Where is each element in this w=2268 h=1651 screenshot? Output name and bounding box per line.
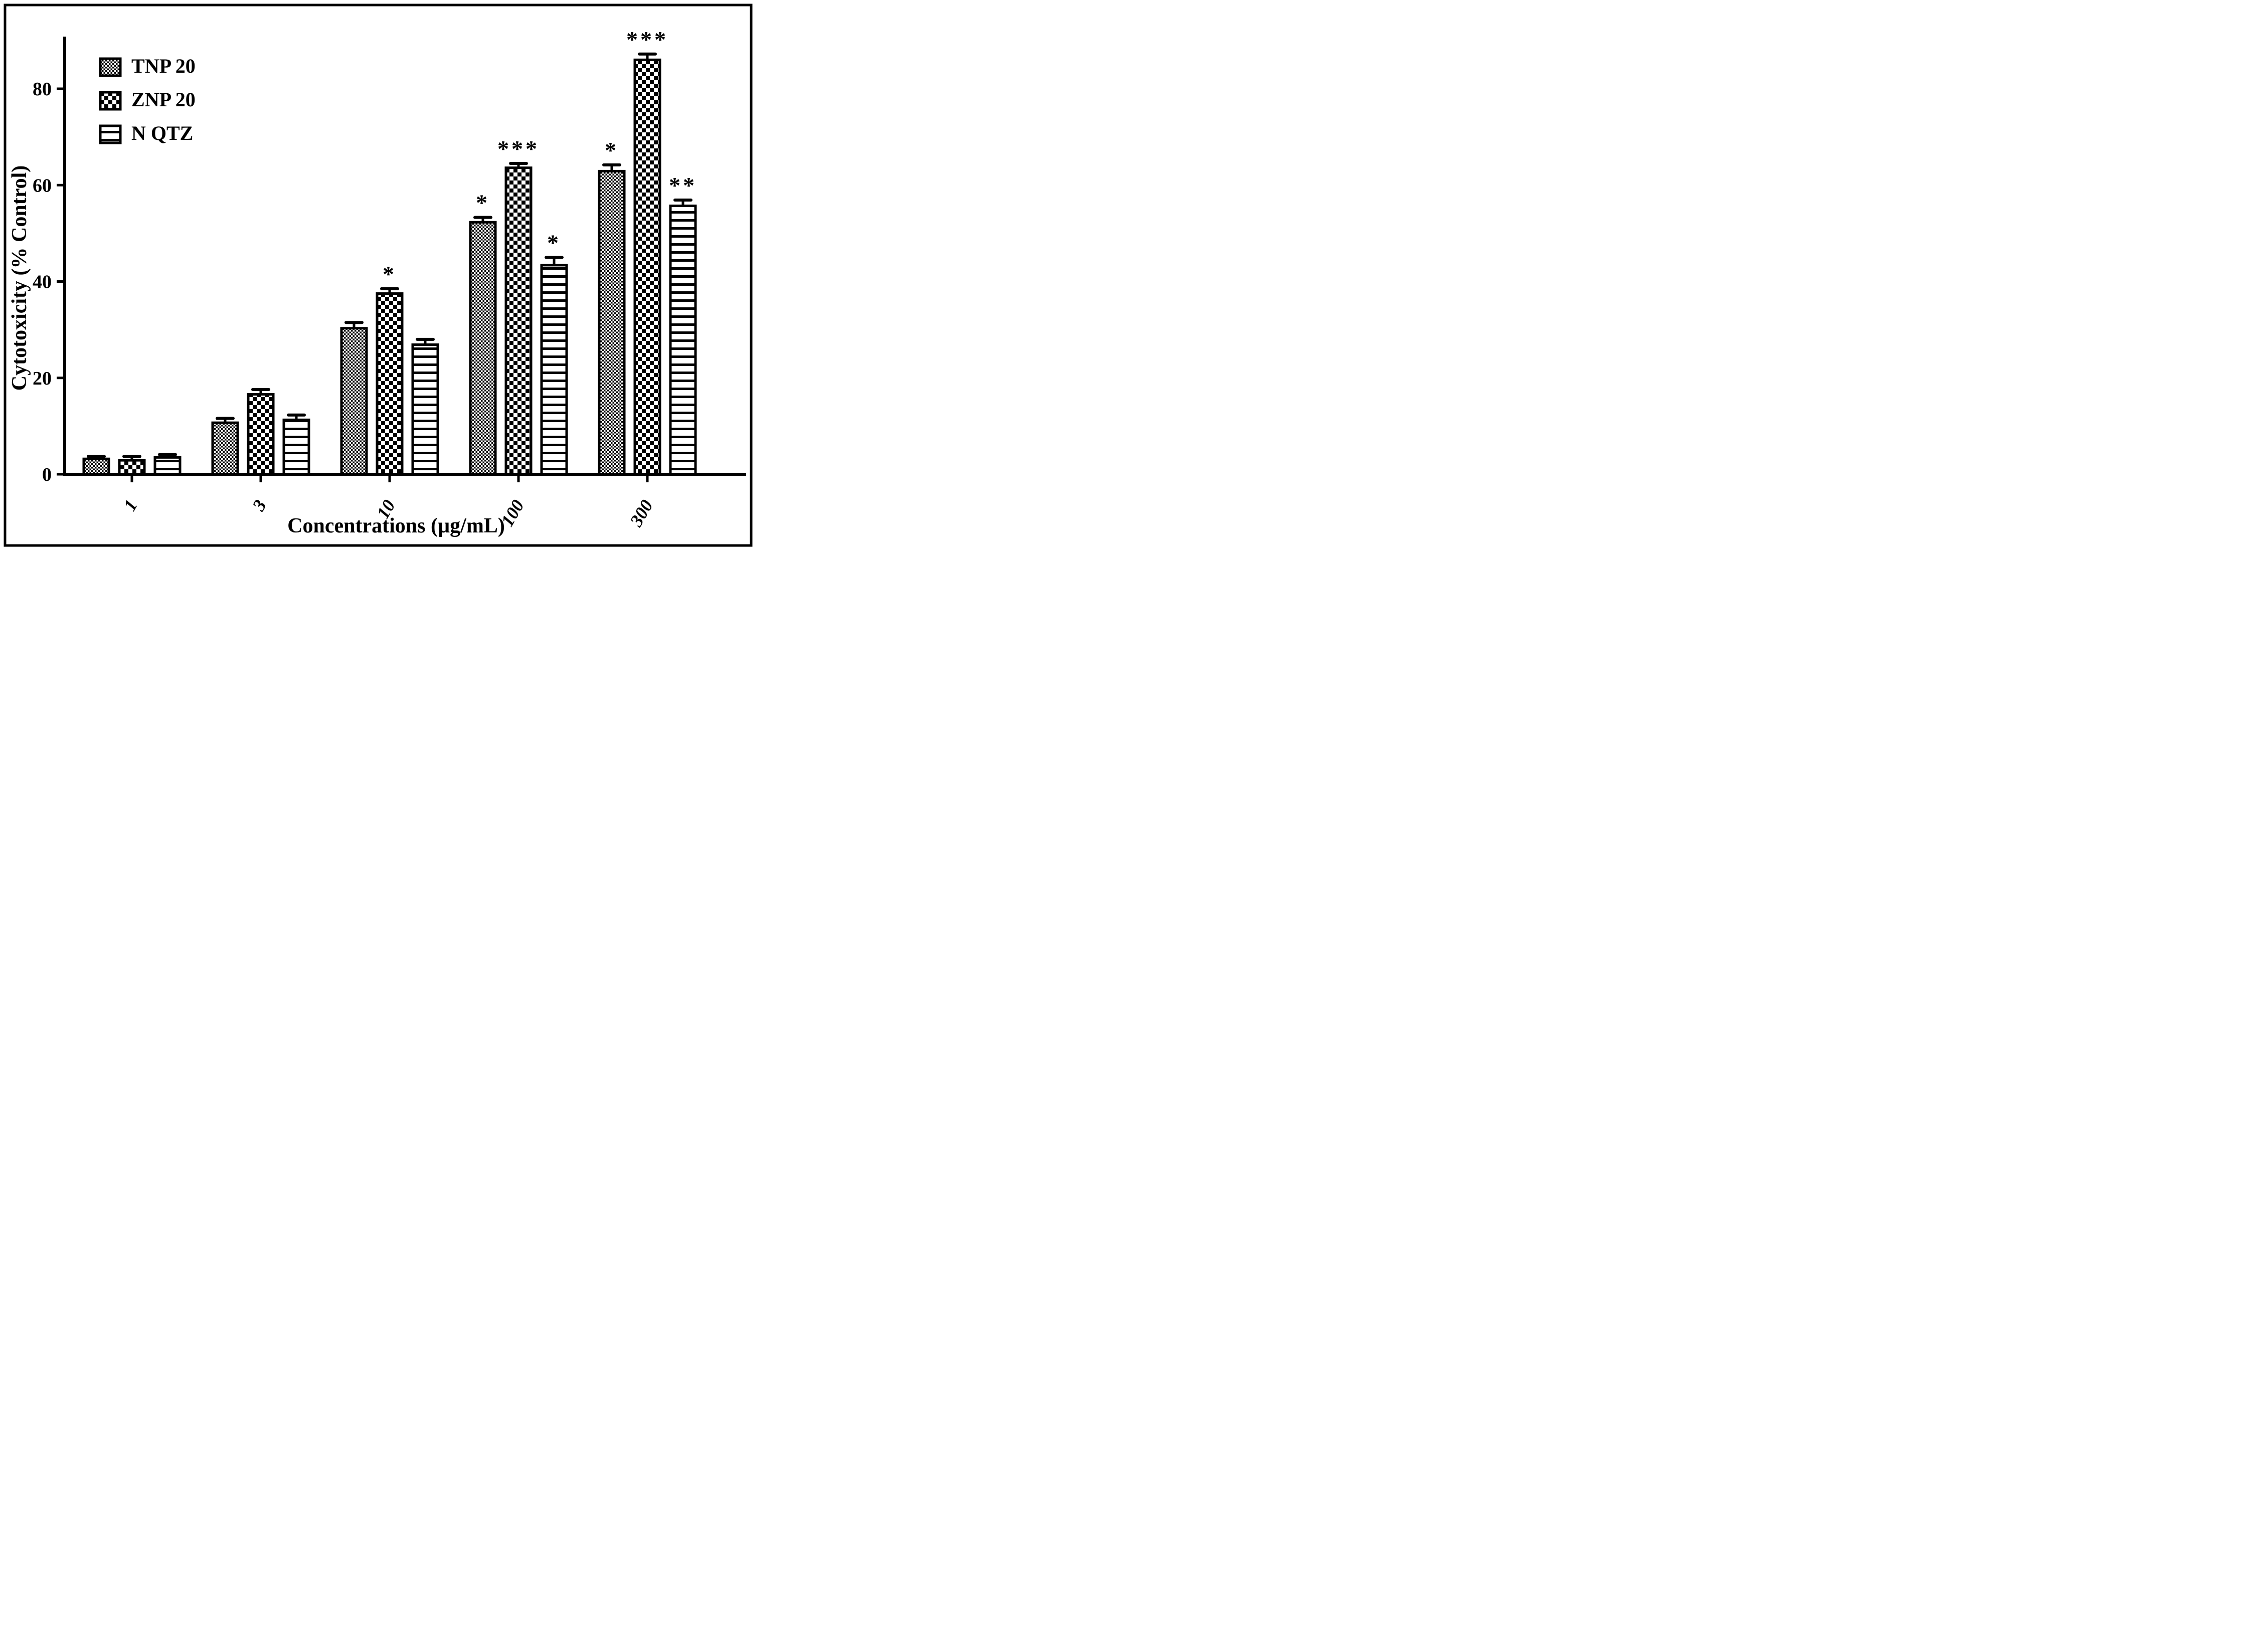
- x-tick-label-300: 300: [626, 496, 657, 530]
- bar-znp-20-c10: [376, 292, 404, 476]
- bar-n-qtz-c300: [669, 205, 697, 476]
- bar-znp-20-c1: [118, 459, 146, 476]
- bar-tnp-20-c300: [598, 169, 626, 476]
- significance-n-qtz-c300: **: [669, 172, 697, 198]
- y-tick-label-0: 0: [42, 464, 52, 485]
- significance-znp-20-c300: ***: [626, 27, 668, 52]
- bar-znp-20-c100: [504, 166, 533, 476]
- significance-znp-20-c100: ***: [497, 136, 540, 161]
- x-tick-label-3: 3: [248, 496, 270, 514]
- bar-n-qtz-c3: [282, 418, 310, 476]
- bar-tnp-20-c10: [340, 327, 368, 476]
- bar-tnp-20-c100: [469, 221, 497, 476]
- figure-border: [4, 4, 753, 547]
- significance-n-qtz-c100: *: [547, 230, 561, 255]
- legend-label-znp-20: ZNP 20: [131, 88, 196, 111]
- legend-label-n-qtz: N QTZ: [131, 122, 193, 144]
- bar-n-qtz-c100: [540, 264, 568, 476]
- bar-znp-20-c3: [247, 393, 275, 476]
- legend-label-tnp-20: TNP 20: [131, 55, 196, 77]
- figure: * * * *** *** * ** 0 20 40 60 80 1 3 10 100 300 Cytotoxic…: [0, 0, 756, 551]
- y-tick-label-60: 60: [33, 175, 52, 196]
- bar-n-qtz-c1: [153, 456, 182, 476]
- x-axis-label: Concentrations (µg/mL): [287, 514, 505, 537]
- legend-swatch-tnp-20: [99, 57, 122, 77]
- x-tick-label-1: 1: [119, 496, 141, 514]
- legend-swatch-n-qtz: [99, 124, 122, 144]
- significance-znp-20-c10: *: [383, 261, 397, 287]
- significance-tnp-20-c100: *: [476, 190, 490, 216]
- legend-swatch-znp-20: [99, 91, 122, 111]
- y-tick-label-40: 40: [33, 272, 52, 293]
- bar-znp-20-c300: [633, 58, 661, 476]
- y-axis-label: Cytotoxicity (% Control): [8, 165, 31, 391]
- y-tick-label-80: 80: [33, 79, 52, 100]
- bar-tnp-20-c3: [211, 421, 239, 476]
- bar-n-qtz-c10: [411, 343, 439, 476]
- significance-tnp-20-c300: *: [605, 137, 619, 163]
- y-tick-label-20: 20: [33, 368, 52, 389]
- bar-tnp-20-c1: [82, 457, 110, 476]
